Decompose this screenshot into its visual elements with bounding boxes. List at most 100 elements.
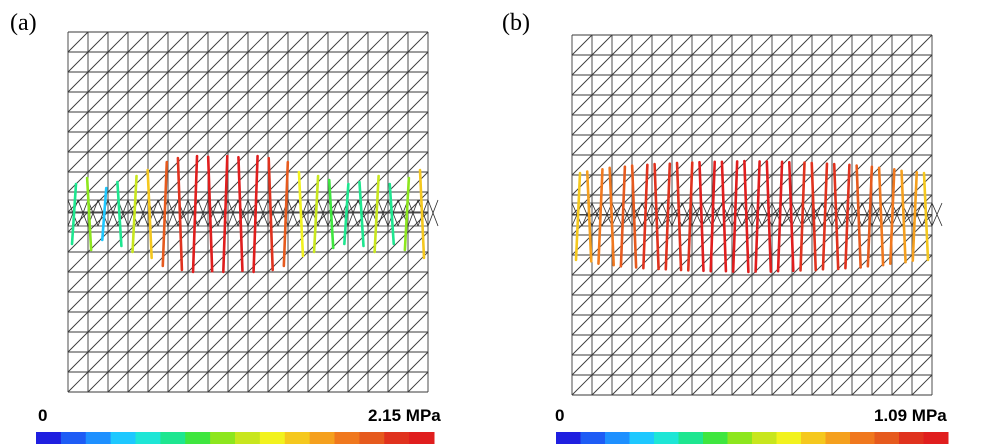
mesh-diagonal (851, 114, 873, 136)
colorbar-segment (284, 432, 311, 444)
mesh-diagonal (307, 371, 329, 393)
mesh-diagonal (407, 131, 429, 153)
mesh-diagonal (327, 271, 349, 293)
mesh-diagonal (227, 171, 249, 193)
stress-line (418, 168, 426, 260)
mesh-diagonal (851, 294, 873, 316)
mesh-diagonal (771, 114, 793, 136)
mesh-diagonal (187, 251, 209, 273)
mesh-diagonal (247, 171, 269, 193)
stress-line (131, 174, 138, 254)
mesh-diagonal (327, 31, 349, 53)
mesh-diagonal (127, 71, 149, 93)
mesh-diagonal (87, 251, 109, 273)
mesh-diagonal (871, 334, 893, 356)
mesh-diagonal (671, 354, 693, 376)
mesh-diagonal (691, 354, 713, 376)
mesh-diagonal (87, 91, 109, 113)
mesh-diagonal (187, 351, 209, 373)
mesh-diagonal (571, 294, 593, 316)
mesh-diagonal (871, 354, 893, 376)
mesh-diagonal (147, 171, 169, 193)
mesh-diagonal (387, 151, 409, 173)
mesh-diagonal (147, 251, 169, 273)
mesh-diagonal (791, 354, 813, 376)
mesh-diagonal (227, 291, 249, 313)
triangular-mesh (67, 31, 429, 393)
mesh-diagonal (127, 111, 149, 133)
colorbar (36, 432, 435, 444)
mesh-diagonal (407, 291, 429, 313)
mesh-diagonal (247, 371, 269, 393)
mesh-diagonal (187, 71, 209, 93)
mesh-diagonal (791, 374, 813, 396)
mesh-diagonal (167, 31, 189, 53)
colorbar-segment (654, 432, 679, 444)
mesh-diagonal (387, 211, 409, 233)
mesh-diagonal (327, 131, 349, 153)
mesh-diagonal (287, 31, 309, 53)
mesh-diagonal (671, 74, 693, 96)
mesh-diagonal (891, 114, 913, 136)
mesh-diagonal (751, 354, 773, 376)
mesh-diagonal (407, 371, 429, 393)
mesh-diagonal (751, 74, 773, 96)
mesh-diagonal (831, 314, 853, 336)
mesh-diagonal (127, 231, 149, 253)
mesh-diagonal (871, 114, 893, 136)
colorbar-segment (60, 432, 87, 444)
mesh-diagonal (591, 354, 613, 376)
mesh-diagonal (227, 351, 249, 373)
mesh-diagonal (67, 151, 89, 173)
mesh-diagonal (671, 134, 693, 156)
mesh-diagonal (67, 251, 89, 273)
stress-line (686, 161, 694, 272)
mesh-diagonal (571, 74, 593, 96)
mesh-diagonal (791, 54, 813, 76)
mesh-diagonal (911, 34, 933, 56)
mesh-diagonal (247, 51, 269, 73)
mesh-diagonal (571, 94, 593, 116)
mesh-diagonal (651, 94, 673, 116)
mesh-diagonal (671, 54, 693, 76)
mesh-diagonal (671, 334, 693, 356)
mesh-diagonal (631, 294, 653, 316)
interface-zone (67, 199, 439, 227)
mesh-diagonal (287, 111, 309, 133)
mesh-diagonal (811, 54, 833, 76)
mesh-diagonal (387, 111, 409, 133)
mesh-diagonal (367, 111, 389, 133)
mesh-diagonal (791, 314, 813, 336)
colorbar-segment (874, 432, 900, 444)
stress-line (698, 160, 705, 273)
mesh-diagonal (791, 334, 813, 356)
mesh-diagonal (631, 114, 653, 136)
mesh-diagonal (611, 74, 633, 96)
mesh-diagonal (611, 114, 633, 136)
stress-line (100, 186, 108, 242)
mesh-diagonal (327, 111, 349, 133)
mesh-diagonal (711, 254, 733, 276)
mesh-diagonal (367, 371, 389, 393)
mesh-diagonal (187, 51, 209, 73)
mesh-diagonal (267, 31, 289, 53)
mesh-diagonal (347, 171, 369, 193)
stress-line (877, 166, 885, 267)
mesh-diagonal (631, 134, 653, 156)
mesh-diagonal (871, 94, 893, 116)
colorbar-max-label: 2.15 MPa (368, 406, 441, 425)
mesh-diagonal (731, 54, 753, 76)
mesh-diagonal (247, 291, 269, 313)
mesh-diagonal (347, 291, 369, 313)
colorbar-max-label: 1.09 MPa (874, 406, 947, 425)
mesh-diagonal (347, 331, 369, 353)
mesh-diagonal (207, 111, 229, 133)
mesh-diagonal (387, 271, 409, 293)
mesh-diagonal (711, 294, 733, 316)
mesh-diagonal (187, 131, 209, 153)
mesh-diagonal (911, 134, 933, 156)
colorbar-segment (629, 432, 655, 444)
mesh-diagonal (187, 31, 209, 53)
mesh-diagonal (891, 374, 913, 396)
mesh-diagonal (671, 314, 693, 336)
